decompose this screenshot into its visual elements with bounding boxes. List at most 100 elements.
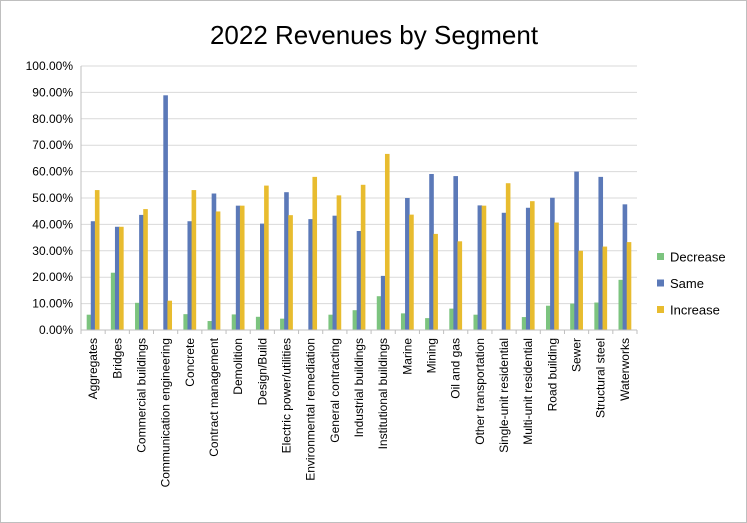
bar-increase [119,226,124,330]
bar-increase [530,201,535,330]
legend: Decrease Same Increase [657,250,726,318]
bar-decrease [135,302,140,330]
x-tick-label: Design/Build [255,338,269,405]
x-tick-label: Institutional buildings [376,338,390,449]
axes [80,66,638,334]
x-tick-label: Communication engineering [159,338,173,487]
bar-increase [191,190,197,330]
chart-title: 2022 Revenues by Segment [210,20,539,50]
bar-same [332,215,338,330]
bar-increase [167,300,173,330]
x-tick-label: General contracting [328,338,342,443]
bar-same [453,176,458,330]
x-tick-label: Mining [425,338,439,373]
y-tick-label: 40.00% [32,217,73,231]
x-tick-label: Sewer [570,338,584,372]
x-tick-label: Industrial buildings [352,338,366,437]
bars [86,95,632,330]
bar-same [501,212,507,330]
bar-decrease [594,302,599,330]
bar-increase [505,183,511,330]
bar-increase [433,233,438,330]
y-axis-ticks: 0.00% 10.00% 20.00% 30.00% 40.00% 50.00% 60.00… [26,59,74,337]
y-tick-label: 0.00% [39,323,73,337]
bar-decrease [376,296,382,330]
y-tick-label: 60.00% [32,165,73,179]
bar-same [574,171,579,330]
y-tick-label: 50.00% [32,191,73,205]
legend-label-same: Same [670,276,704,291]
bar-increase [336,195,342,330]
bar-increase [457,241,463,330]
gridlines [81,65,637,305]
bar-decrease [618,279,624,330]
x-tick-label: Other transportation [473,338,487,445]
bar-same [211,193,217,330]
bar-same [187,221,193,330]
bar-same [525,207,531,330]
legend-swatch-decrease [657,253,664,260]
bar-increase [602,246,608,330]
bar-increase [264,185,269,330]
bar-decrease [400,313,406,330]
bar-decrease [570,303,575,330]
bar-increase [360,184,366,330]
x-tick-label: Bridges [110,338,124,379]
bar-increase [626,242,632,330]
bar-decrease [425,318,430,330]
x-tick-label: Multi-unit residential [521,338,535,445]
bar-decrease [545,305,551,330]
bar-increase [312,176,318,330]
y-tick-label: 100.00% [26,59,74,73]
bar-decrease [183,314,188,330]
bar-decrease [449,308,454,330]
bar-increase [481,205,487,330]
legend-swatch-same [657,279,664,287]
x-tick-label: Aggregates [86,338,100,399]
bar-decrease [280,318,285,330]
bar-increase [215,211,221,330]
x-tick-label: Oil and gas [449,338,463,399]
bar-increase [578,250,583,330]
bar-same [90,221,96,330]
legend-swatch-increase [657,306,664,313]
y-tick-label: 20.00% [32,270,73,284]
y-tick-label: 30.00% [32,244,73,258]
bar-decrease [110,272,116,330]
legend-label-increase: Increase [670,303,720,318]
bar-same [260,223,265,330]
x-axis-ticks: Aggregates Bridges Commercial buildings Com… [86,337,632,487]
y-tick-label: 70.00% [32,138,73,152]
bar-same [405,198,410,330]
x-tick-label: Environmental remediation [304,338,318,481]
y-tick-label: 90.00% [32,85,73,99]
legend-label-decrease: Decrease [670,250,726,265]
bar-same [356,231,362,330]
bar-decrease [231,314,237,330]
x-tick-label: Electric power/utilities [279,338,293,453]
bar-increase [239,205,245,330]
bar-increase [554,222,559,330]
y-tick-label: 80.00% [32,112,73,126]
bar-decrease [328,314,334,330]
bar-same [308,219,313,330]
bar-same [163,95,168,330]
x-tick-label: Contract management [207,337,221,456]
x-tick-label: Commercial buildings [134,338,148,453]
bar-same [550,197,555,330]
bar-same [284,192,289,330]
bar-decrease [255,316,261,330]
x-tick-label: Structural steel [594,338,608,418]
x-tick-label: Concrete [183,338,197,387]
bar-decrease [521,317,527,330]
bar-same [429,173,434,330]
bar-increase [288,215,293,330]
bar-increase [384,153,390,330]
bar-increase [143,209,148,330]
x-tick-label: Single-unit residential [497,338,511,453]
bar-same [380,275,386,330]
bar-increase [409,214,414,330]
bar-same [622,204,628,330]
